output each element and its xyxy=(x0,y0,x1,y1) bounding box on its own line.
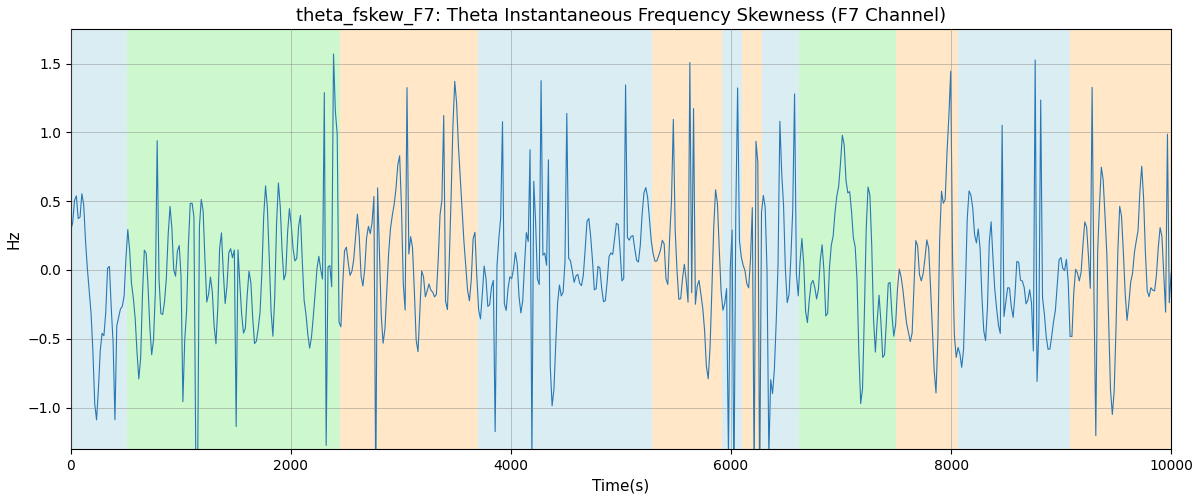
Bar xyxy=(762,30,799,449)
Y-axis label: Hz: Hz xyxy=(7,230,22,249)
Bar xyxy=(652,30,722,449)
Bar xyxy=(896,30,958,449)
Bar xyxy=(71,30,127,449)
Bar xyxy=(1070,30,1171,449)
X-axis label: Time(s): Time(s) xyxy=(593,478,649,493)
Bar xyxy=(742,30,762,449)
Bar xyxy=(341,30,478,449)
Bar xyxy=(127,30,341,449)
Bar xyxy=(478,30,652,449)
Bar xyxy=(722,30,742,449)
Bar xyxy=(958,30,1070,449)
Title: theta_fskew_F7: Theta Instantaneous Frequency Skewness (F7 Channel): theta_fskew_F7: Theta Instantaneous Freq… xyxy=(296,7,946,25)
Bar xyxy=(799,30,896,449)
